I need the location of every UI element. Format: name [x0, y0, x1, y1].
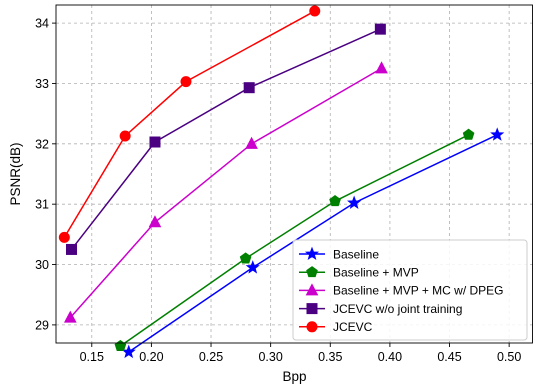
legend-label: JCEVC w/o joint training	[333, 302, 462, 316]
y-tick-label: 32	[35, 137, 49, 151]
legend-marker	[306, 303, 318, 315]
series-line	[70, 28, 381, 250]
data-point	[245, 260, 260, 274]
legend-item: JCEVC w/o joint training	[299, 302, 462, 316]
data-point	[245, 136, 258, 149]
series-jcevc-w-o-joint-training	[66, 23, 386, 255]
data-point	[149, 136, 161, 148]
legend-item: Baseline	[299, 246, 379, 261]
legend-marker	[306, 266, 318, 278]
y-axis-label: PSNR(dB)	[8, 142, 23, 205]
data-point	[329, 195, 341, 207]
y-axis: 29 30 31 32 33 34	[35, 17, 56, 332]
legend: Baseline Baseline + MVP Baseline + MVP + M…	[292, 239, 528, 341]
data-point	[309, 5, 321, 17]
y-tick-label: 30	[35, 258, 49, 272]
series-baseline	[121, 127, 505, 359]
series-layer	[58, 5, 505, 359]
legend-marker	[304, 246, 320, 261]
legend-item: Baseline + MVP + MC w/ DPEG	[299, 283, 504, 298]
x-tick-label: 0.25	[199, 350, 223, 364]
data-point	[66, 243, 78, 255]
data-point	[243, 82, 255, 94]
data-point	[148, 215, 162, 228]
x-axis-label: Bpp	[282, 369, 306, 384]
series-jcevc	[58, 5, 321, 243]
data-point	[63, 310, 77, 323]
data-point	[239, 252, 252, 264]
y-tick-label: 34	[35, 17, 49, 31]
legend-marker	[305, 283, 319, 296]
series-line	[63, 10, 316, 238]
data-point	[114, 339, 127, 351]
series-line	[119, 134, 469, 347]
data-point	[347, 195, 362, 209]
y-tick-label: 31	[35, 198, 49, 212]
series-line	[128, 134, 498, 353]
legend-marker	[306, 321, 318, 333]
legend-label: JCEVC	[333, 320, 373, 334]
x-tick-label: 0.40	[378, 350, 402, 364]
y-tick-label: 29	[35, 318, 49, 332]
data-point	[58, 231, 70, 243]
legend-box	[292, 239, 528, 341]
x-tick-label: 0.50	[497, 350, 521, 364]
data-point	[121, 344, 136, 359]
x-tick-label: 0.20	[139, 350, 163, 364]
legend-item: JCEVC	[299, 320, 373, 334]
y-tick-label: 33	[35, 77, 49, 91]
data-point	[374, 23, 386, 35]
series-line	[69, 67, 382, 319]
x-tick-label: 0.30	[258, 350, 282, 364]
legend-label: Baseline	[333, 247, 379, 261]
x-tick-label: 0.45	[437, 350, 461, 364]
grid	[56, 5, 533, 343]
series-baseline-mvp-mc-w-dpeg	[63, 61, 388, 323]
data-point	[462, 128, 475, 140]
x-tick-label: 0.15	[80, 350, 104, 364]
x-axis: 0.15 0.20 0.25 0.30 0.35 0.40 0.45 0.50	[80, 343, 521, 364]
data-point	[119, 130, 131, 142]
data-point	[375, 61, 388, 74]
data-point	[180, 76, 192, 88]
data-point	[490, 127, 505, 141]
legend-label: Baseline + MVP + MC w/ DPEG	[333, 284, 504, 298]
legend-item: Baseline + MVP	[299, 266, 419, 280]
legend-label: Baseline + MVP	[333, 266, 419, 280]
x-tick-label: 0.35	[318, 350, 342, 364]
